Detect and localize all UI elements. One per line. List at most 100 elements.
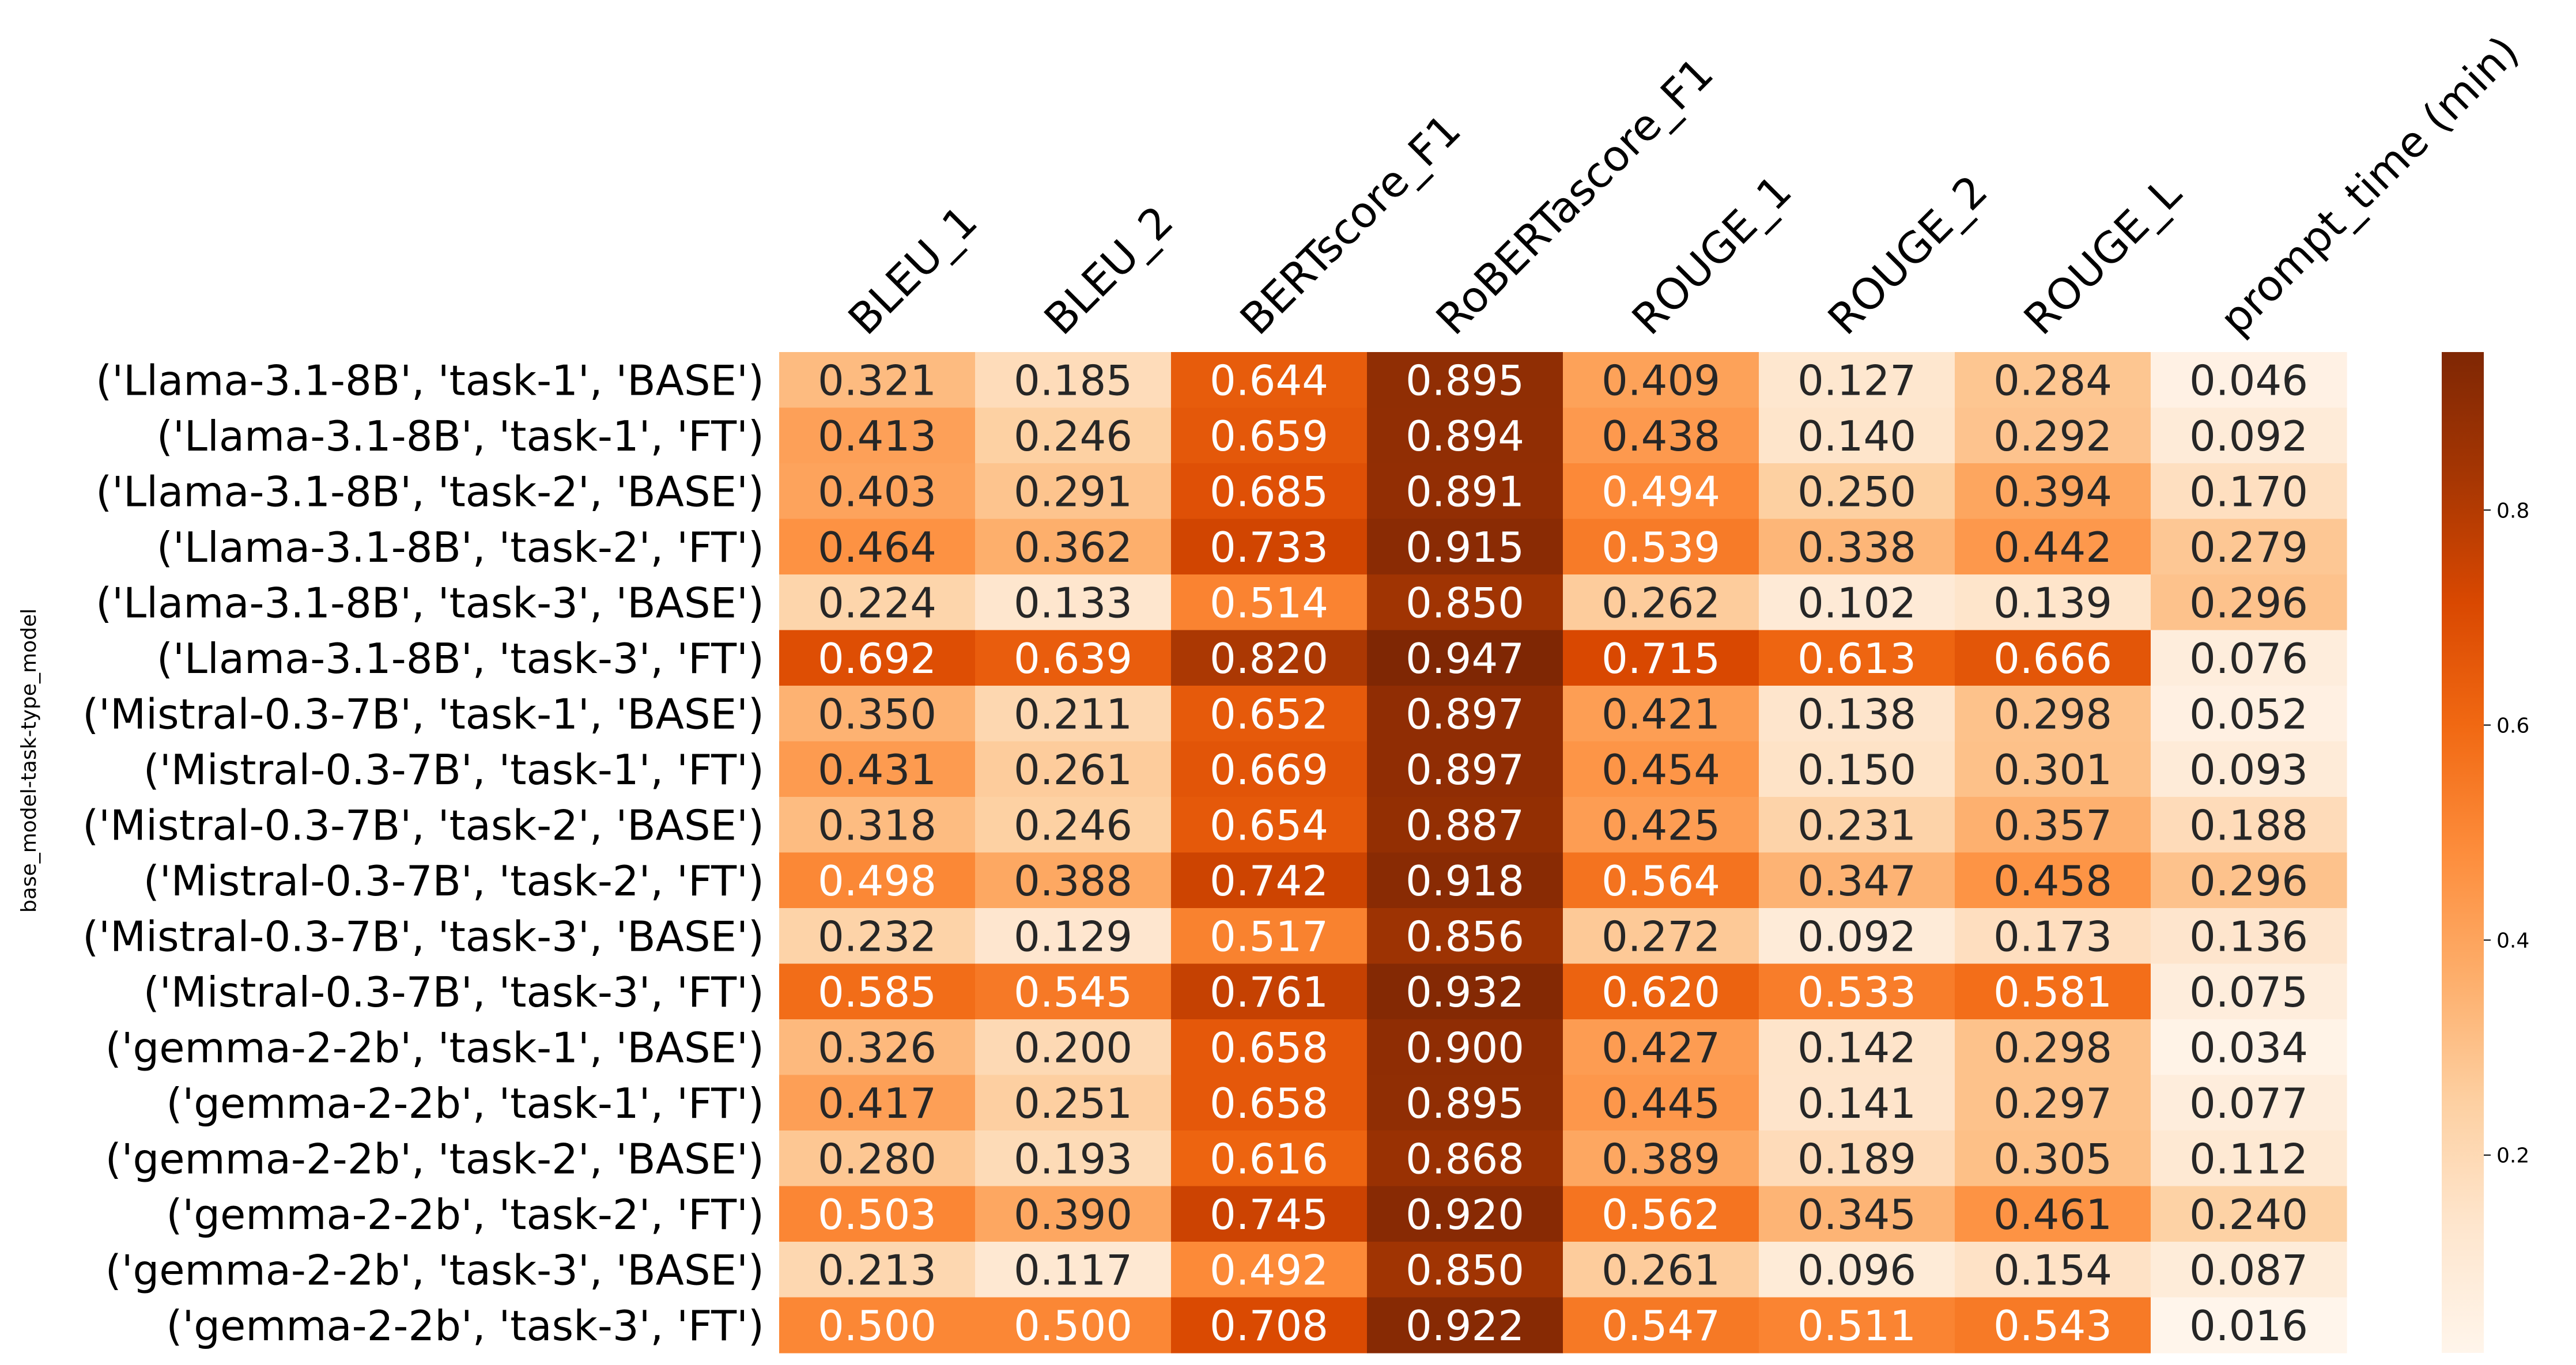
- cell-value-label: 0.262: [1601, 578, 1720, 627]
- heatmap-cells: 0.321 0.185 0.644 0.895 0.409 0.127 0.284 0.046…: [779, 352, 2347, 1353]
- cell-value-label: 0.096: [1797, 1246, 1916, 1294]
- cell-value-label: 0.461: [1993, 1190, 2112, 1239]
- heatmap-cell: [779, 1019, 976, 1076]
- row-label: ('gemma-2-2b', 'task-3', 'FT'): [166, 1302, 764, 1350]
- cell-value-label: 0.543: [1993, 1302, 2112, 1350]
- cell-value-label: 0.514: [1210, 578, 1328, 627]
- cell-value-label: 0.492: [1210, 1246, 1328, 1294]
- cell-value-label: 0.897: [1406, 690, 1524, 738]
- heatmap-cell: [1563, 1075, 1759, 1131]
- cell-value-label: 0.616: [1210, 1135, 1328, 1183]
- heatmap-cell: [1955, 407, 2151, 464]
- cell-value-label: 0.868: [1406, 1135, 1524, 1183]
- cell-value-label: 0.533: [1797, 968, 1916, 1016]
- column-label: ROUGE_L: [2015, 168, 2191, 345]
- heatmap-cell: [1563, 574, 1759, 631]
- cell-value-label: 0.922: [1406, 1302, 1524, 1350]
- cell-value-label: 0.742: [1210, 857, 1328, 905]
- cell-value-label: 0.016: [2189, 1302, 2308, 1350]
- row-label: ('Llama-3.1-8B', 'task-3', 'FT'): [157, 634, 764, 683]
- cell-value-label: 0.141: [1797, 1079, 1916, 1128]
- cell-value-label: 0.240: [2189, 1190, 2308, 1239]
- heatmap-cell: [975, 741, 1172, 797]
- cell-value-label: 0.438: [1601, 412, 1720, 460]
- heatmap-cell: [2151, 463, 2347, 520]
- cell-value-label: 0.920: [1406, 1190, 1524, 1239]
- heatmap-cell: [1563, 1242, 1759, 1298]
- cell-value-label: 0.464: [818, 523, 936, 572]
- heatmap-cell: [975, 1242, 1172, 1298]
- heatmap-cell: [2151, 908, 2347, 965]
- cell-value-label: 0.076: [2189, 634, 2308, 683]
- heatmap-cell: [975, 1075, 1172, 1131]
- cell-value-label: 0.454: [1601, 746, 1720, 794]
- cell-value-label: 0.297: [1993, 1079, 2112, 1128]
- heatmap-cell: [1367, 1242, 1563, 1298]
- cell-value-label: 0.350: [818, 690, 936, 738]
- cell-value-label: 0.500: [818, 1302, 936, 1350]
- heatmap-cell: [975, 463, 1172, 520]
- heatmap-cell: [1563, 1186, 1759, 1242]
- colorbar-tick-label: 0.6: [2496, 714, 2529, 738]
- cell-value-label: 0.562: [1601, 1190, 1720, 1239]
- cell-value-label: 0.666: [1993, 634, 2112, 683]
- heatmap-cell: [975, 908, 1172, 965]
- cell-value-label: 0.280: [818, 1135, 936, 1183]
- heatmap-cell: [779, 1297, 976, 1353]
- heatmap-cell: [2151, 963, 2347, 1020]
- heatmap-cell: [1367, 908, 1563, 965]
- heatmap-cell: [1759, 963, 1955, 1020]
- cell-value-label: 0.494: [1601, 467, 1720, 516]
- cell-value-label: 0.417: [818, 1079, 936, 1128]
- cell-value-label: 0.669: [1210, 746, 1328, 794]
- colorbar: 0.2 0.4 0.6 0.8: [2442, 352, 2529, 1353]
- cell-value-label: 0.211: [1014, 690, 1132, 738]
- cell-value-label: 0.894: [1406, 412, 1524, 460]
- heatmap-cell: [1171, 1075, 1368, 1131]
- heatmap-cell: [1171, 630, 1368, 686]
- heatmap-cell: [1563, 1130, 1759, 1187]
- heatmap-cell: [1367, 463, 1563, 520]
- heatmap-cell: [1955, 1075, 2151, 1131]
- cell-value-label: 0.895: [1406, 356, 1524, 404]
- heatmap-cell: [779, 519, 976, 575]
- heatmap-cell: [2151, 630, 2347, 686]
- heatmap-cell: [779, 852, 976, 909]
- heatmap-cell: [1759, 463, 1955, 520]
- cell-value-label: 0.390: [1014, 1190, 1132, 1239]
- cell-value-label: 0.102: [1797, 578, 1916, 627]
- cell-value-label: 0.897: [1406, 746, 1524, 794]
- cell-value-label: 0.284: [1993, 356, 2112, 404]
- heatmap-cell: [2151, 1186, 2347, 1242]
- heatmap-cell: [2151, 741, 2347, 797]
- cell-value-label: 0.291: [1014, 467, 1132, 516]
- heatmap-cell: [779, 797, 976, 853]
- heatmap-cell: [1759, 1186, 1955, 1242]
- heatmap-cell: [1759, 686, 1955, 742]
- cell-value-label: 0.564: [1601, 857, 1720, 905]
- heatmap-cell: [1367, 852, 1563, 909]
- heatmap-cell: [1171, 519, 1368, 575]
- cell-value-label: 0.389: [1601, 1135, 1720, 1183]
- row-label: ('gemma-2-2b', 'task-2', 'FT'): [166, 1190, 764, 1239]
- row-label: ('Mistral-0.3-7B', 'task-1', 'BASE'): [82, 690, 764, 738]
- heatmap-cell: [1367, 1075, 1563, 1131]
- cell-value-label: 0.442: [1993, 523, 2112, 572]
- column-labels: BLEU_1 BLEU_2 BERTscore_F1RoBERTascore_F1R…: [839, 27, 2529, 345]
- cell-value-label: 0.046: [2189, 356, 2308, 404]
- heatmap-cell: [779, 463, 976, 520]
- cell-value-label: 0.301: [1993, 746, 2112, 794]
- heatmap-cell: [1955, 1019, 2151, 1076]
- heatmap-cell: [1367, 574, 1563, 631]
- row-label: ('Llama-3.1-8B', 'task-1', 'BASE'): [96, 356, 764, 404]
- heatmap-cell: [2151, 1297, 2347, 1353]
- heatmap-cell: [1563, 1297, 1759, 1353]
- heatmap-cell: [1563, 630, 1759, 686]
- cell-value-label: 0.133: [1014, 578, 1132, 627]
- cell-value-label: 0.915: [1406, 523, 1524, 572]
- cell-value-label: 0.173: [1993, 912, 2112, 961]
- cell-value-label: 0.112: [2189, 1135, 2308, 1183]
- cell-value-label: 0.654: [1210, 801, 1328, 849]
- cell-value-label: 0.318: [818, 801, 936, 849]
- heatmap-cell: [1955, 1242, 2151, 1298]
